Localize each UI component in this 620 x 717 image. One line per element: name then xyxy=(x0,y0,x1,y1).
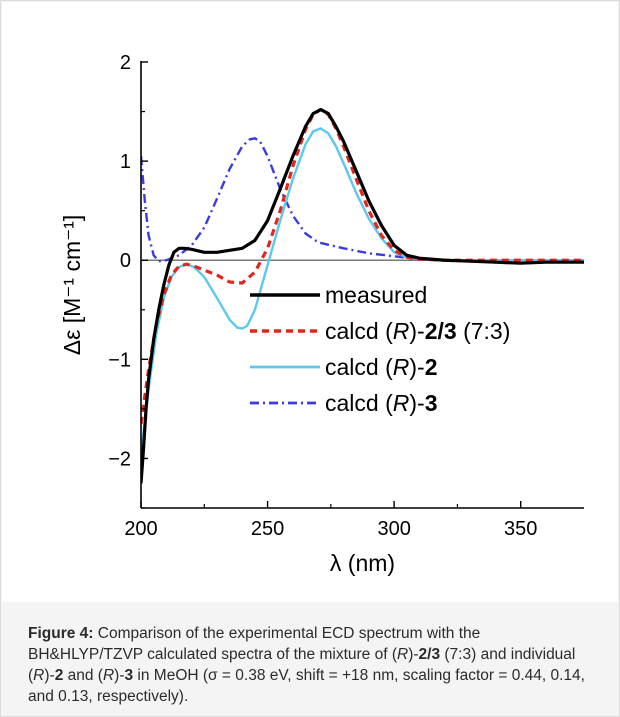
x-axis-label: λ (nm) xyxy=(330,550,395,576)
figure-caption: Figure 4: Comparison of the experimental… xyxy=(28,625,585,705)
y-tick-label: 0 xyxy=(120,250,131,272)
y-tick-label: 2 xyxy=(120,52,131,74)
y-axis-label: Δε [M⁻¹ cm⁻¹] xyxy=(59,215,85,356)
legend-label-2: calcd (R)-2/3 (7:3) xyxy=(325,318,510,344)
legend-label-1: measured xyxy=(325,282,427,308)
legend-label-4: calcd (R)-3 xyxy=(325,390,438,416)
y-tick-label: −2 xyxy=(108,448,131,470)
y-tick-label: −1 xyxy=(108,349,131,371)
y-tick-label: 1 xyxy=(120,151,131,173)
x-tick-label: 250 xyxy=(251,518,284,540)
x-tick-label: 200 xyxy=(124,518,157,540)
x-tick-label: 300 xyxy=(377,518,410,540)
chart-panel: 200 250 300 350 −2 −1 0 1 2 λ (nm) Δε [M⁻¹ cm⁻¹] … xyxy=(2,2,618,602)
series-line-4 xyxy=(141,137,584,263)
legend-label-3: calcd (R)-2 xyxy=(325,354,438,380)
x-tick-label: 350 xyxy=(504,518,537,540)
series-line-1 xyxy=(141,107,584,484)
